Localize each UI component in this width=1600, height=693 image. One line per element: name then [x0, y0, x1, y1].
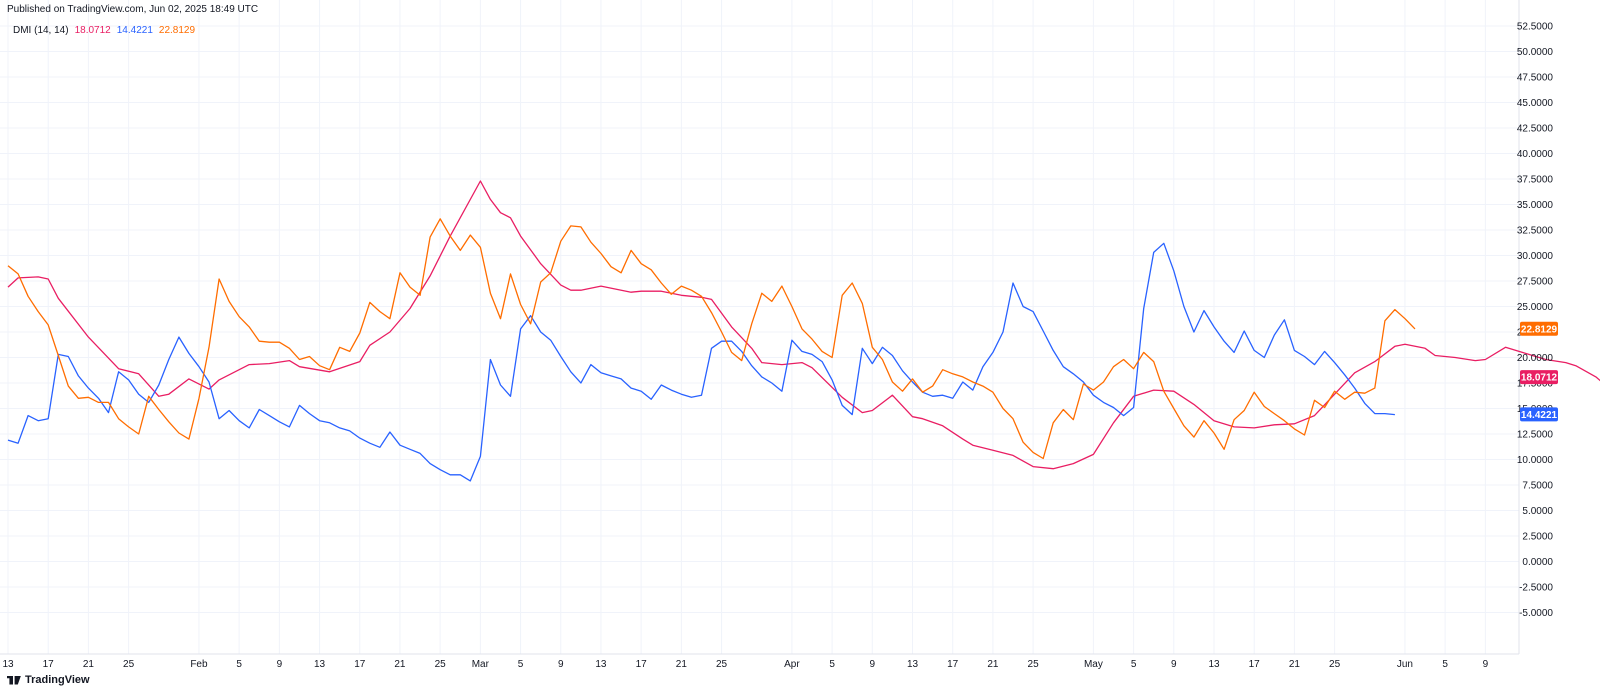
y-tick-label: 52.5000 — [1517, 22, 1554, 33]
value-badges: 22.8129 18.0712 14.4221 — [1520, 321, 1558, 422]
x-tick-label: Jun — [1397, 659, 1413, 670]
x-tick-label: 9 — [277, 659, 283, 670]
y-tick-label: 32.5000 — [1517, 226, 1554, 237]
x-tick-label: 21 — [83, 659, 95, 670]
legend-plus-di-value: 14.4221 — [116, 25, 153, 36]
badge-adx-text: 18.0712 — [1521, 373, 1558, 384]
y-tick-label: 10.0000 — [1517, 455, 1554, 466]
y-axis-ticks: 52.5000 50.0000 47.5000 45.0000 42.5000 40.00… — [1517, 22, 1554, 620]
x-tick-label: 13 — [2, 659, 14, 670]
y-tick-label: -2.5000 — [1519, 583, 1553, 594]
tradingview-footer[interactable]: TradingView — [7, 674, 90, 686]
x-tick-label: May — [1084, 659, 1103, 670]
x-tick-label: 25 — [1028, 659, 1040, 670]
badge-minus-di-bg — [1520, 321, 1558, 336]
y-tick-label: 25.0000 — [1517, 302, 1554, 313]
series-line--di[interactable] — [7, 218, 1416, 460]
badge-plus-di-bg — [1520, 407, 1558, 422]
y-tick-label: 12.5000 — [1517, 430, 1554, 441]
x-tick-label: 17 — [1249, 659, 1261, 670]
x-tick-label: 21 — [987, 659, 999, 670]
badge-minus-di: 22.8129 — [1520, 321, 1558, 336]
badge-minus-di-text: 22.8129 — [1521, 324, 1558, 335]
x-tick-label: 5 — [1442, 659, 1448, 670]
tradingview-logo-icon — [7, 676, 21, 685]
badge-plus-di: 14.4221 — [1520, 407, 1558, 422]
horizontal-grid — [0, 25, 1519, 613]
x-tick-label: 17 — [947, 659, 959, 670]
brand-name: TradingView — [25, 674, 90, 686]
x-tick-label: Mar — [472, 659, 490, 670]
badge-adx: 18.0712 — [1520, 370, 1558, 385]
legend-minus-di-value: 22.8129 — [158, 25, 196, 36]
x-tick-label: 17 — [636, 659, 648, 670]
indicator-name[interactable]: DMI (14, 14) — [13, 25, 69, 36]
y-tick-label: 27.5000 — [1517, 277, 1554, 288]
series-line-adx[interactable] — [7, 180, 1600, 470]
x-tick-label: 9 — [1171, 659, 1177, 670]
y-tick-label: 50.0000 — [1517, 47, 1554, 58]
indicator-legend[interactable]: DMI (14, 14) 18.0712 14.4221 22.8129 — [13, 25, 195, 36]
x-tick-label: 13 — [907, 659, 919, 670]
x-tick-label: 5 — [829, 659, 835, 670]
x-axis-ticks: 13 17 21 25 Feb 5 9 13 17 21 25 Mar 5 9 13 17 21 25 Apr 5 9 1… — [2, 659, 1488, 670]
x-tick-label: 21 — [394, 659, 406, 670]
x-tick-label: 25 — [123, 659, 135, 670]
x-tick-label: 17 — [43, 659, 55, 670]
x-tick-label: Apr — [784, 659, 800, 670]
series-line--di[interactable] — [7, 242, 1395, 482]
x-tick-label: 25 — [716, 659, 728, 670]
published-caption: Published on TradingView.com, Jun 02, 20… — [7, 4, 259, 15]
x-tick-label: 5 — [236, 659, 242, 670]
y-tick-label: 35.0000 — [1517, 200, 1554, 211]
vertical-grid — [7, 0, 1486, 654]
x-tick-label: 21 — [1289, 659, 1301, 670]
y-tick-label: 37.5000 — [1517, 175, 1554, 186]
y-tick-label: 30.0000 — [1517, 251, 1554, 262]
x-tick-label: 13 — [1208, 659, 1220, 670]
badge-adx-bg — [1520, 370, 1558, 385]
y-tick-label: 42.5000 — [1517, 124, 1554, 135]
x-tick-label: 13 — [595, 659, 607, 670]
x-tick-label: 9 — [870, 659, 876, 670]
y-tick-label: 7.5000 — [1522, 481, 1553, 492]
y-tick-label: -5.0000 — [1519, 608, 1553, 619]
x-tick-label: 9 — [558, 659, 564, 670]
y-tick-label: 2.5000 — [1522, 532, 1553, 543]
series-layer — [7, 180, 1600, 482]
x-tick-label: 5 — [518, 659, 524, 670]
x-tick-label: 13 — [314, 659, 326, 670]
legend-adx-value: 18.0712 — [74, 25, 111, 36]
x-tick-label: 9 — [1483, 659, 1489, 670]
badge-plus-di-text: 14.4221 — [1521, 410, 1558, 421]
y-tick-label: 0.0000 — [1522, 557, 1553, 568]
y-tick-label: 47.5000 — [1517, 73, 1554, 84]
x-tick-label: Feb — [190, 659, 208, 670]
x-tick-label: 5 — [1131, 659, 1137, 670]
y-tick-label: 5.0000 — [1522, 506, 1553, 517]
y-tick-label: 20.0000 — [1517, 353, 1554, 364]
x-tick-label: 25 — [435, 659, 447, 670]
y-tick-label: 40.0000 — [1517, 149, 1554, 160]
y-tick-label: 45.0000 — [1517, 98, 1554, 109]
x-tick-label: 25 — [1329, 659, 1341, 670]
x-tick-label: 17 — [354, 659, 366, 670]
x-tick-label: 21 — [676, 659, 688, 670]
